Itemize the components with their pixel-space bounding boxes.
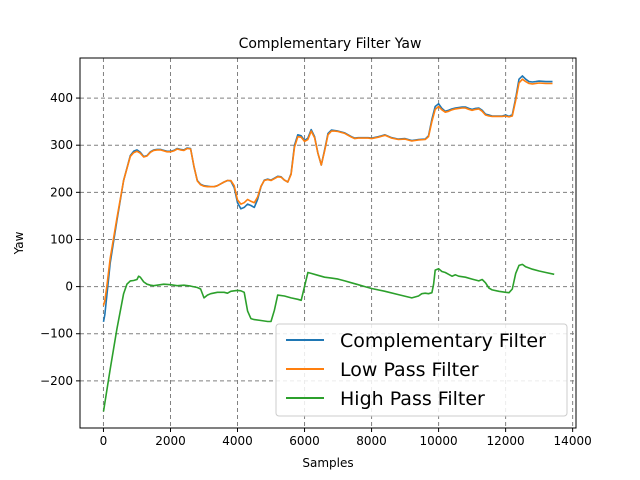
x-axis-label: Samples (302, 456, 353, 470)
legend: Complementary Filter Low Pass Filter Hig… (275, 323, 568, 417)
y-tick-label: 200 (50, 185, 73, 199)
plot-frame (79, 57, 577, 429)
y-tick-label: −100 (40, 327, 73, 341)
y-axis-label: Yaw (12, 231, 26, 255)
y-tick-label: −200 (40, 374, 73, 388)
y-tick-label: 400 (50, 91, 73, 105)
legend-box (275, 323, 568, 417)
series-high-pass-filter (102, 263, 555, 412)
series-low-pass-filter (102, 78, 553, 306)
x-tick-label: 6000 (289, 434, 320, 448)
x-tick-label: 0 (100, 434, 108, 448)
chart-title: Complementary Filter Yaw (239, 36, 422, 52)
series-lines (102, 75, 555, 412)
x-tick-label: 10000 (420, 434, 458, 448)
x-tick-label: 12000 (487, 434, 525, 448)
x-tick-label: 14000 (554, 434, 592, 448)
x-tick-label: 4000 (222, 434, 253, 448)
legend-label-complementary: Complementary Filter (340, 330, 546, 352)
y-tick-label: 0 (65, 280, 73, 294)
y-tick-label: 100 (50, 232, 73, 246)
y-tick-label: 300 (50, 138, 73, 152)
legend-label-high-pass: High Pass Filter (340, 388, 485, 410)
axis-ticks: 0 2000 4000 6000 8000 10000 12000 14000−200−100… (40, 91, 592, 448)
legend-label-low-pass: Low Pass Filter (340, 359, 479, 381)
x-tick-label: 2000 (155, 434, 186, 448)
x-tick-label: 8000 (356, 434, 387, 448)
